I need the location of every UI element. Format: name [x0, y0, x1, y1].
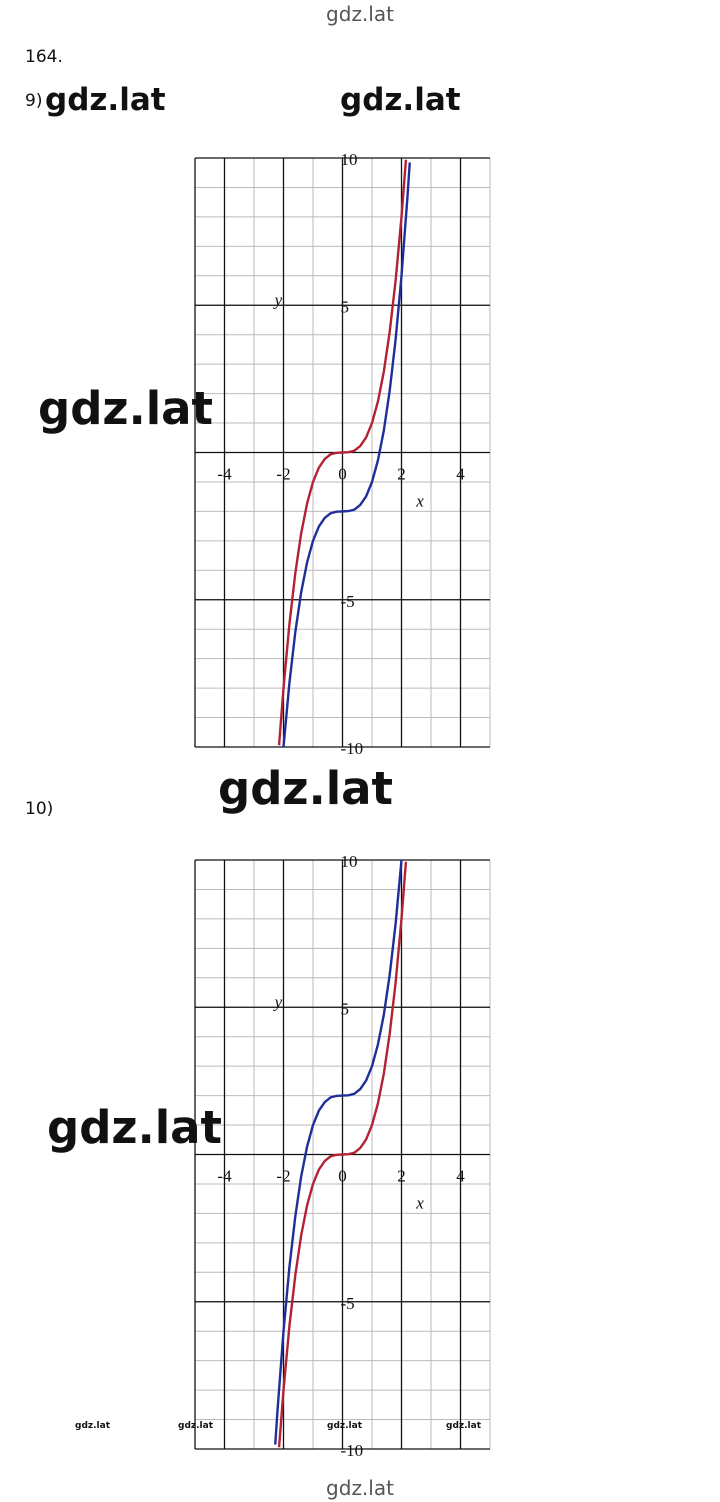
watermark: gdz.lat — [178, 1421, 214, 1431]
y-tick-label: 5 — [341, 999, 350, 1018]
y-tick-label: -5 — [341, 1294, 355, 1313]
y-tick-label: 10 — [341, 150, 358, 169]
x-tick-label: -4 — [217, 465, 232, 484]
x-axis-label: x — [415, 492, 424, 511]
x-tick-label: 0 — [338, 465, 347, 484]
chart: -4 -2 0 2 4 -10 -5 5 10 x y — [194, 852, 491, 1460]
y-tick-label: 10 — [341, 852, 358, 871]
watermark: gdz.lat — [45, 82, 166, 118]
curve — [277, 159, 408, 746]
x-tick-label: -4 — [217, 1167, 232, 1186]
y-axis-label: y — [273, 290, 283, 309]
x-tick-label: -2 — [276, 465, 290, 484]
watermark: gdz.lat — [446, 1421, 482, 1431]
chart: -4 -2 0 2 4 -10 -5 5 10 x y — [194, 150, 491, 758]
part-label: 10) — [25, 799, 53, 819]
watermark: gdz.lat — [327, 1421, 363, 1431]
part-label: 9) — [25, 91, 42, 111]
curve — [274, 860, 403, 1445]
curve — [282, 162, 411, 747]
watermark: gdz.lat — [340, 82, 461, 118]
watermark: gdz.lat — [47, 1101, 222, 1154]
x-tick-label: 4 — [456, 1167, 465, 1186]
x-tick-label: 2 — [397, 1167, 406, 1186]
x-tick-label: 0 — [338, 1167, 347, 1186]
problem-number: 164. — [25, 47, 63, 67]
watermark: gdz.lat — [38, 382, 213, 435]
curve — [277, 861, 408, 1448]
y-tick-label: -10 — [341, 739, 364, 758]
x-tick-label: 2 — [397, 465, 406, 484]
x-tick-label: -2 — [276, 1167, 290, 1186]
y-axis-label: y — [273, 992, 283, 1011]
x-tick-label: 4 — [456, 465, 465, 484]
footer: gdz.lat — [326, 1476, 394, 1500]
watermark: gdz.lat — [75, 1421, 111, 1431]
y-tick-label: 5 — [341, 297, 350, 316]
y-tick-label: -5 — [341, 592, 355, 611]
watermark: gdz.lat — [218, 762, 393, 815]
header: gdz.lat — [326, 2, 394, 26]
y-tick-label: -10 — [341, 1441, 364, 1460]
x-axis-label: x — [415, 1194, 424, 1213]
